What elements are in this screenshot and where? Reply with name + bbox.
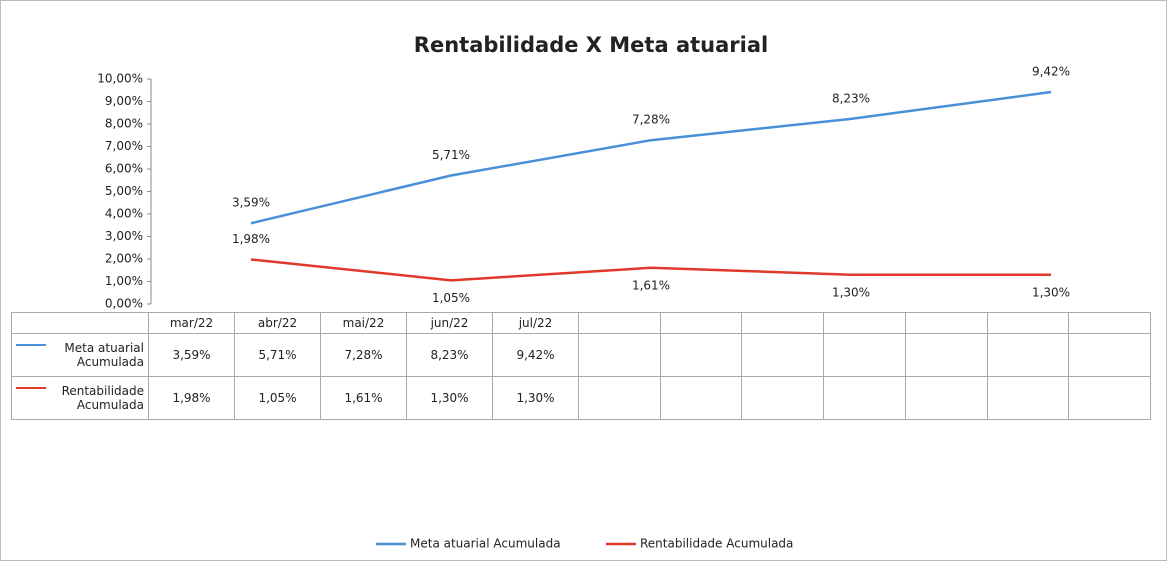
y-tick-label: 0,00% <box>105 297 143 311</box>
data-label: 1,05% <box>432 291 470 305</box>
legend-swatch <box>16 344 46 346</box>
table-empty-cell <box>1068 333 1151 377</box>
table-empty-cell <box>823 376 906 420</box>
legend-label: Meta atuarial Acumulada <box>410 537 561 551</box>
data-label: 1,30% <box>832 285 870 299</box>
table-empty-cell <box>741 312 825 334</box>
table-row: Meta atuarial Acumulada 3,59% 5,71% 7,28% 8,… <box>11 333 1151 377</box>
table-empty-cell <box>741 333 825 377</box>
data-label: 7,28% <box>632 113 670 127</box>
table-value: 1,05% <box>234 376 321 420</box>
table-value: 1,30% <box>406 376 493 420</box>
table-value: 3,59% <box>148 333 235 377</box>
y-tick-label: 6,00% <box>105 162 143 176</box>
legend-swatch <box>16 387 46 389</box>
y-tick-label: 10,00% <box>97 72 143 86</box>
data-label: 9,42% <box>1032 65 1070 79</box>
y-tick-label: 5,00% <box>105 184 143 198</box>
table-category: mar/22 <box>148 312 235 334</box>
table-value: 1,30% <box>492 376 579 420</box>
table-corner <box>11 312 149 334</box>
series-name: Rentabilidade Acumulada <box>61 384 144 412</box>
data-label: 3,59% <box>232 196 270 210</box>
table-category: mai/22 <box>320 312 407 334</box>
table-empty-cell <box>823 333 906 377</box>
y-tick-label: 7,00% <box>105 139 143 153</box>
table-series-label: Rentabilidade Acumulada <box>11 376 149 420</box>
table-value: 9,42% <box>492 333 579 377</box>
table-empty-cell <box>904 376 988 420</box>
table-category: jun/22 <box>406 312 493 334</box>
table-category: abr/22 <box>234 312 321 334</box>
y-tick-label: 8,00% <box>105 117 143 131</box>
series-name: Meta atuarial Acumulada <box>64 341 144 369</box>
data-label: 5,71% <box>432 148 470 162</box>
table-empty-cell <box>986 333 1070 377</box>
table-category: jul/22 <box>492 312 579 334</box>
data-label: 8,23% <box>832 91 870 105</box>
table-empty-cell <box>741 376 825 420</box>
legend-label: Rentabilidade Acumulada <box>640 537 793 551</box>
table-empty-cell <box>578 376 661 420</box>
table-empty-cell <box>1068 312 1151 334</box>
y-tick-label: 4,00% <box>105 207 143 221</box>
table-row: Rentabilidade Acumulada 1,98% 1,05% 1,61% 1,… <box>11 376 1151 420</box>
data-table: mar/22 abr/22 mai/22 jun/22 jul/22 Meta atuar… <box>11 312 1151 420</box>
data-label: 1,61% <box>632 278 670 292</box>
table-value: 8,23% <box>406 333 493 377</box>
data-label: 1,30% <box>1032 285 1070 299</box>
table-empty-cell <box>986 312 1070 334</box>
table-empty-cell <box>659 376 743 420</box>
table-empty-cell <box>986 376 1070 420</box>
table-empty-cell <box>659 312 743 334</box>
line-series <box>250 258 1051 282</box>
chart-title: Rentabilidade X Meta atuarial <box>414 33 768 57</box>
table-empty-cell <box>578 312 661 334</box>
y-tick-label: 2,00% <box>105 252 143 266</box>
y-tick-label: 1,00% <box>105 274 143 288</box>
line-series <box>250 90 1052 225</box>
data-label: 1,98% <box>232 232 270 246</box>
table-value: 1,98% <box>148 376 235 420</box>
table-series-label: Meta atuarial Acumulada <box>11 333 149 377</box>
table-empty-cell <box>578 333 661 377</box>
table-empty-cell <box>1068 376 1151 420</box>
table-value: 5,71% <box>234 333 321 377</box>
table-empty-cell <box>904 333 988 377</box>
table-empty-cell <box>823 312 906 334</box>
table-empty-cell <box>659 333 743 377</box>
table-header-row: mar/22 abr/22 mai/22 jun/22 jul/22 <box>11 312 1151 334</box>
table-empty-cell <box>904 312 988 334</box>
table-value: 1,61% <box>320 376 407 420</box>
y-tick-label: 3,00% <box>105 229 143 243</box>
y-tick-label: 9,00% <box>105 94 143 108</box>
table-value: 7,28% <box>320 333 407 377</box>
